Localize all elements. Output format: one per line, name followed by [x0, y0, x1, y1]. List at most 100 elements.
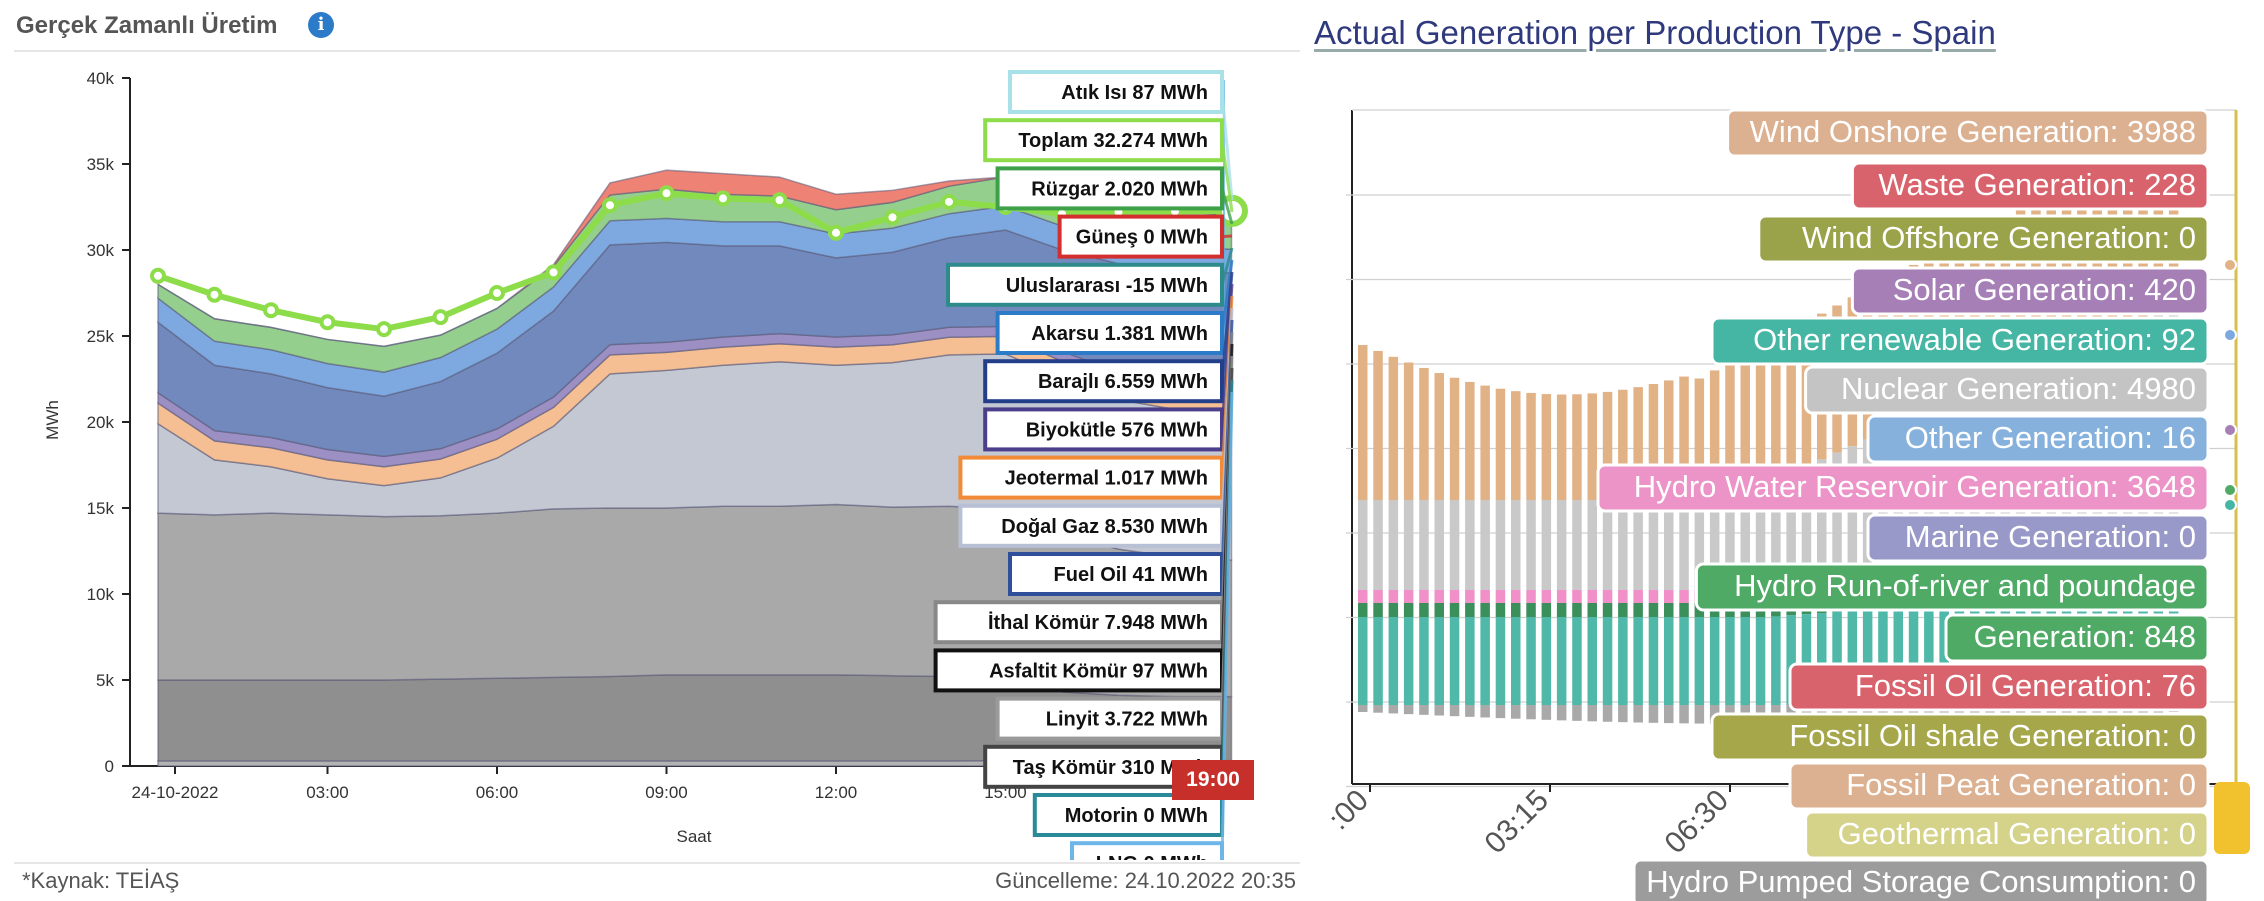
- bar: [1709, 370, 1720, 724]
- tooltip-item: Akarsu 1.381 MWh: [995, 259, 1234, 355]
- tooltip-pill-label: Fossil Oil shale Generation: 0: [1789, 718, 2196, 753]
- bar-segment-run-of-river: [1771, 616, 1781, 705]
- bar-segment-reservoir: [1449, 590, 1460, 603]
- bar-segment-wind: [1648, 383, 1659, 500]
- tooltip-item: Biyokütle 576 MWh: [983, 283, 1234, 452]
- tooltip-pill-box: [1710, 712, 2210, 762]
- bar-segment-reservoir: [1541, 590, 1552, 603]
- tooltip-pill-box: [1866, 513, 2210, 563]
- tooltip-item: Doğal Gaz 8.530 MWh: [958, 307, 1234, 548]
- tooltip-item: Barajlı 6.559 MWh: [983, 271, 1234, 404]
- tooltip-item-box: [995, 696, 1224, 741]
- x-tick-label: 24-10-2022: [132, 783, 219, 802]
- bar: [1679, 376, 1689, 724]
- bar-segment-negative: [1434, 705, 1444, 716]
- bar: [1480, 385, 1490, 718]
- total-line: [157, 190, 1232, 333]
- bar: [1633, 387, 1643, 723]
- tooltip-item-label: Toplam 32.274 MWh: [1018, 130, 1208, 152]
- bar-segment-negative: [1648, 705, 1659, 723]
- bar-segment-run-of-river: [1556, 617, 1567, 705]
- bar-segment-negative: [1495, 705, 1506, 719]
- x-tick-label: 03:15: [1479, 784, 1555, 860]
- bar-segment-negative: [1373, 705, 1383, 713]
- bar-segment-reservoir: [1419, 590, 1429, 603]
- bar-segment-run-of-river: [1878, 608, 1888, 705]
- bar: [1755, 346, 1766, 724]
- bar-segment-wind: [1388, 356, 1399, 500]
- tooltip-pill-label: Waste Generation: 228: [1878, 167, 2196, 202]
- bar-segment-nuclear: [1419, 500, 1429, 590]
- tooltip-item: Toplam 32.274 MWh: [983, 118, 1234, 213]
- tooltip-item-box: [1070, 841, 1224, 860]
- tooltip-pill-box: [1866, 414, 2210, 464]
- x-tick-label: 09:00: [645, 783, 688, 802]
- bar-segment-run-of-river: [1709, 617, 1720, 705]
- tooltip-pointer: [1221, 234, 1233, 239]
- tooltip-item: Linyit 3.722 MWh: [995, 355, 1234, 741]
- bar-segment-wind: [1725, 362, 1735, 500]
- bar-segment-run-of-river: [1755, 617, 1766, 705]
- info-icon[interactable]: i: [308, 12, 334, 38]
- bar-segment-pumped: [1541, 603, 1552, 617]
- bar-segment-run-of-river: [1847, 610, 1858, 705]
- footer-divider: [14, 862, 1300, 864]
- tooltip-pill-label: Generation: 848: [1974, 619, 2196, 654]
- tooltip-pill-box: [1850, 266, 2210, 316]
- bar-segment-run-of-river: [1465, 617, 1475, 705]
- bar-segment-pumped: [1648, 603, 1659, 617]
- bar: [1465, 381, 1475, 717]
- total-point: [206, 286, 223, 303]
- bar-segment-wind: [1679, 376, 1689, 500]
- tooltip-pointer: [1220, 247, 1234, 286]
- bar-segment-negative: [2000, 705, 2011, 720]
- tooltip-item-box: [1008, 552, 1224, 596]
- bar-segment-negative: [1985, 705, 1995, 720]
- bar-segment-pumped: [1664, 603, 1674, 617]
- y-tick-label: 10k: [87, 585, 115, 604]
- bar-segment-run-of-river: [1633, 617, 1643, 705]
- bar-segment-reservoir: [1526, 590, 1536, 603]
- left-panel-title: Gerçek Zamanlı Üretim: [16, 12, 278, 39]
- tooltip-item-label: LNG 0 MWh: [1096, 853, 1208, 860]
- tooltip-pill-box: [1788, 761, 2210, 811]
- x-axis-label: Saat: [677, 827, 712, 846]
- bar-segment-wind: [1526, 392, 1536, 500]
- tooltip-pill-box: [1710, 316, 2210, 366]
- bar-segment-reservoir: [1618, 590, 1628, 603]
- bar-segment-reservoir: [1664, 590, 1674, 603]
- bar-segment-wind: [1358, 345, 1368, 500]
- bar-segment-run-of-river: [1679, 617, 1689, 705]
- tooltip-item-label: Atık Isı 87 MWh: [1061, 82, 1208, 104]
- current-time-badge: 19:00: [1172, 760, 1254, 800]
- bar-segment-negative: [1587, 705, 1597, 722]
- tooltip-item-label: İthal Kömür 7.948 MWh: [988, 611, 1208, 634]
- tooltip-pill-label: Hydro Water Reservoir Generation: 3648: [1634, 469, 2196, 504]
- bar-segment-nuclear: [1587, 500, 1597, 590]
- tooltip-item-label: Rüzgar 2.020 MWh: [1031, 178, 1208, 200]
- tooltip-item-label: Uluslararası -15 MWh: [1006, 275, 1208, 297]
- bar-segment-nuclear: [1832, 452, 1842, 587]
- bar-segment-wind: [1556, 394, 1567, 500]
- bar: [1725, 362, 1735, 724]
- y-tick-label: 35k: [87, 155, 115, 174]
- bar-segment-negative: [1526, 705, 1536, 720]
- data-source: *Kaynak: TEİAŞ: [22, 868, 180, 893]
- y-tick-label: 40k: [87, 69, 115, 88]
- bar-segment-wind: [1434, 373, 1444, 500]
- total-point: [432, 309, 449, 326]
- bar-segment-run-of-river: [1511, 617, 1521, 705]
- bar: [1434, 373, 1444, 716]
- bar-segment-run-of-river: [1388, 617, 1399, 705]
- bar-segment-run-of-river: [1817, 613, 1827, 705]
- bar: [1740, 354, 1750, 724]
- bar-segment-run-of-river: [1893, 607, 1903, 705]
- right-panel-title[interactable]: Actual Generation per Production Type - …: [1314, 14, 1996, 51]
- bar: [1403, 362, 1414, 715]
- y-tick-label: 0: [105, 757, 114, 776]
- bar-segment-negative: [1480, 705, 1490, 718]
- bar-segment-run-of-river: [1526, 617, 1536, 705]
- bar-segment-run-of-river: [1924, 605, 1934, 705]
- bar-segment-reservoir: [1358, 590, 1368, 603]
- total-point: [602, 197, 618, 214]
